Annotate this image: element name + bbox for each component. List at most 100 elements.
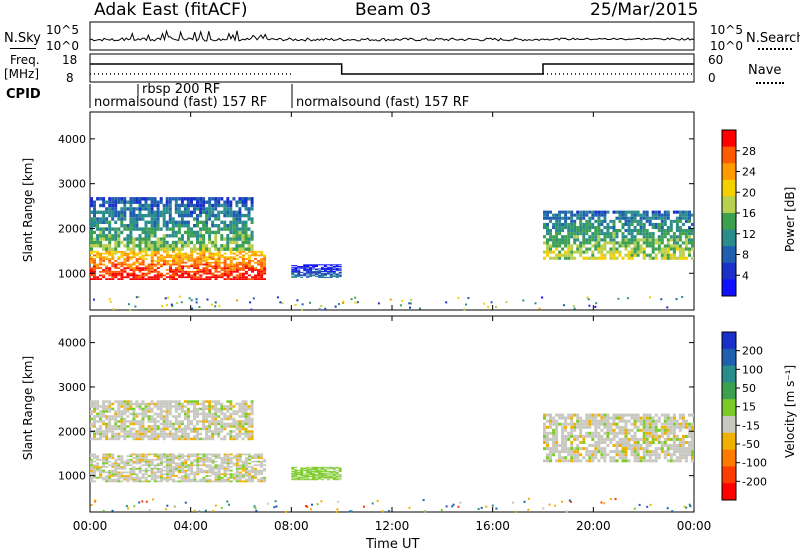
echo-cell xyxy=(96,217,100,221)
echo-cell xyxy=(190,437,193,441)
echo-cell xyxy=(120,220,124,224)
echo-cell xyxy=(291,273,295,275)
echo-cell xyxy=(588,219,592,223)
echo-cell xyxy=(123,405,127,408)
echo-cell xyxy=(229,227,233,231)
echo-cell xyxy=(211,230,215,235)
echo-cell xyxy=(555,238,559,242)
echo-cell xyxy=(294,472,298,474)
echo-cell xyxy=(546,419,549,423)
echo-cell xyxy=(338,271,342,273)
echo-cell xyxy=(600,416,604,420)
echo-cell xyxy=(196,203,199,208)
echo-cell xyxy=(675,450,679,454)
echo-cell xyxy=(181,256,185,259)
echo-cell xyxy=(147,469,151,472)
echo-speck xyxy=(561,500,563,503)
echo-cell xyxy=(99,473,103,476)
echo-cell xyxy=(597,437,601,441)
echo-speck xyxy=(568,499,571,502)
echo-cell xyxy=(660,235,664,239)
echo-cell xyxy=(229,462,233,465)
echo-cell xyxy=(217,224,221,228)
echo-cell xyxy=(235,213,239,218)
echo-cell xyxy=(257,250,261,253)
echo-cell xyxy=(630,413,634,417)
echo-cell xyxy=(108,261,112,264)
echo-cell xyxy=(588,216,592,220)
echo-cell xyxy=(251,455,254,458)
echo-cell xyxy=(684,456,688,460)
echo-cell xyxy=(591,419,595,423)
echo-cell xyxy=(585,256,589,260)
echo-cell xyxy=(323,472,327,474)
echo-cell xyxy=(199,458,203,461)
echo-cell xyxy=(597,241,601,245)
echo-cell xyxy=(208,430,212,433)
echo-cell xyxy=(175,267,178,269)
echo-cell xyxy=(648,235,652,239)
echo-cell xyxy=(612,235,616,239)
echo-cell xyxy=(630,210,634,214)
echo-cell xyxy=(129,455,133,458)
echo-cell xyxy=(180,237,184,241)
echo-cell xyxy=(318,474,321,476)
echo-cell xyxy=(318,470,321,472)
echo-cell xyxy=(247,256,251,259)
echo-cell xyxy=(609,422,613,426)
echo-cell xyxy=(688,216,691,220)
echo-cell xyxy=(675,447,679,451)
echo-cell xyxy=(202,425,206,428)
echo-cell xyxy=(309,268,313,270)
echo-cell xyxy=(618,219,622,223)
echo-cell xyxy=(561,456,565,460)
echo-cell xyxy=(329,267,333,269)
echo-cell xyxy=(303,470,307,472)
echo-cell xyxy=(196,437,199,441)
echo-cell xyxy=(621,437,625,441)
echo-cell xyxy=(147,480,151,483)
echo-cell xyxy=(573,413,577,417)
echo-cell xyxy=(138,250,142,253)
echo-cell xyxy=(99,197,103,201)
echo-cell xyxy=(220,412,224,416)
echo-cell xyxy=(111,469,115,472)
echo-cell xyxy=(168,430,172,433)
echo-cell xyxy=(202,256,206,259)
echo-cell xyxy=(217,274,221,277)
echo-cell xyxy=(156,402,160,406)
echo-cell xyxy=(156,213,160,218)
echo-cell xyxy=(254,453,257,456)
echo-cell xyxy=(90,200,93,204)
echo-cell xyxy=(247,435,251,438)
echo-cell xyxy=(235,437,239,441)
echo-cell xyxy=(244,432,248,436)
echo-cell xyxy=(666,229,670,233)
echo-cell xyxy=(102,260,106,262)
echo-cell xyxy=(606,232,610,236)
echo-cell xyxy=(208,240,212,245)
echo-cell xyxy=(138,240,142,245)
velocity-colorbar-tick-label: 100 xyxy=(742,363,763,376)
echo-cell xyxy=(187,475,191,477)
echo-cell xyxy=(153,453,157,456)
echo-cell xyxy=(235,247,239,251)
echo-cell xyxy=(564,450,568,454)
echo-cell xyxy=(193,278,197,280)
echo-cell xyxy=(211,400,215,403)
echo-cell xyxy=(126,432,130,436)
echo-cell xyxy=(309,271,313,273)
echo-cell xyxy=(306,475,310,477)
echo-cell xyxy=(244,207,248,211)
echo-cell xyxy=(630,216,634,220)
echo-cell xyxy=(591,437,595,441)
echo-cell xyxy=(147,425,151,428)
echo-cell xyxy=(669,226,673,230)
echo-cell xyxy=(244,460,248,463)
echo-cell xyxy=(573,450,577,454)
echo-cell xyxy=(621,416,625,420)
echo-cell xyxy=(226,207,230,211)
echo-cell xyxy=(183,432,187,436)
echo-cell xyxy=(120,427,124,431)
echo-cell xyxy=(186,207,190,211)
